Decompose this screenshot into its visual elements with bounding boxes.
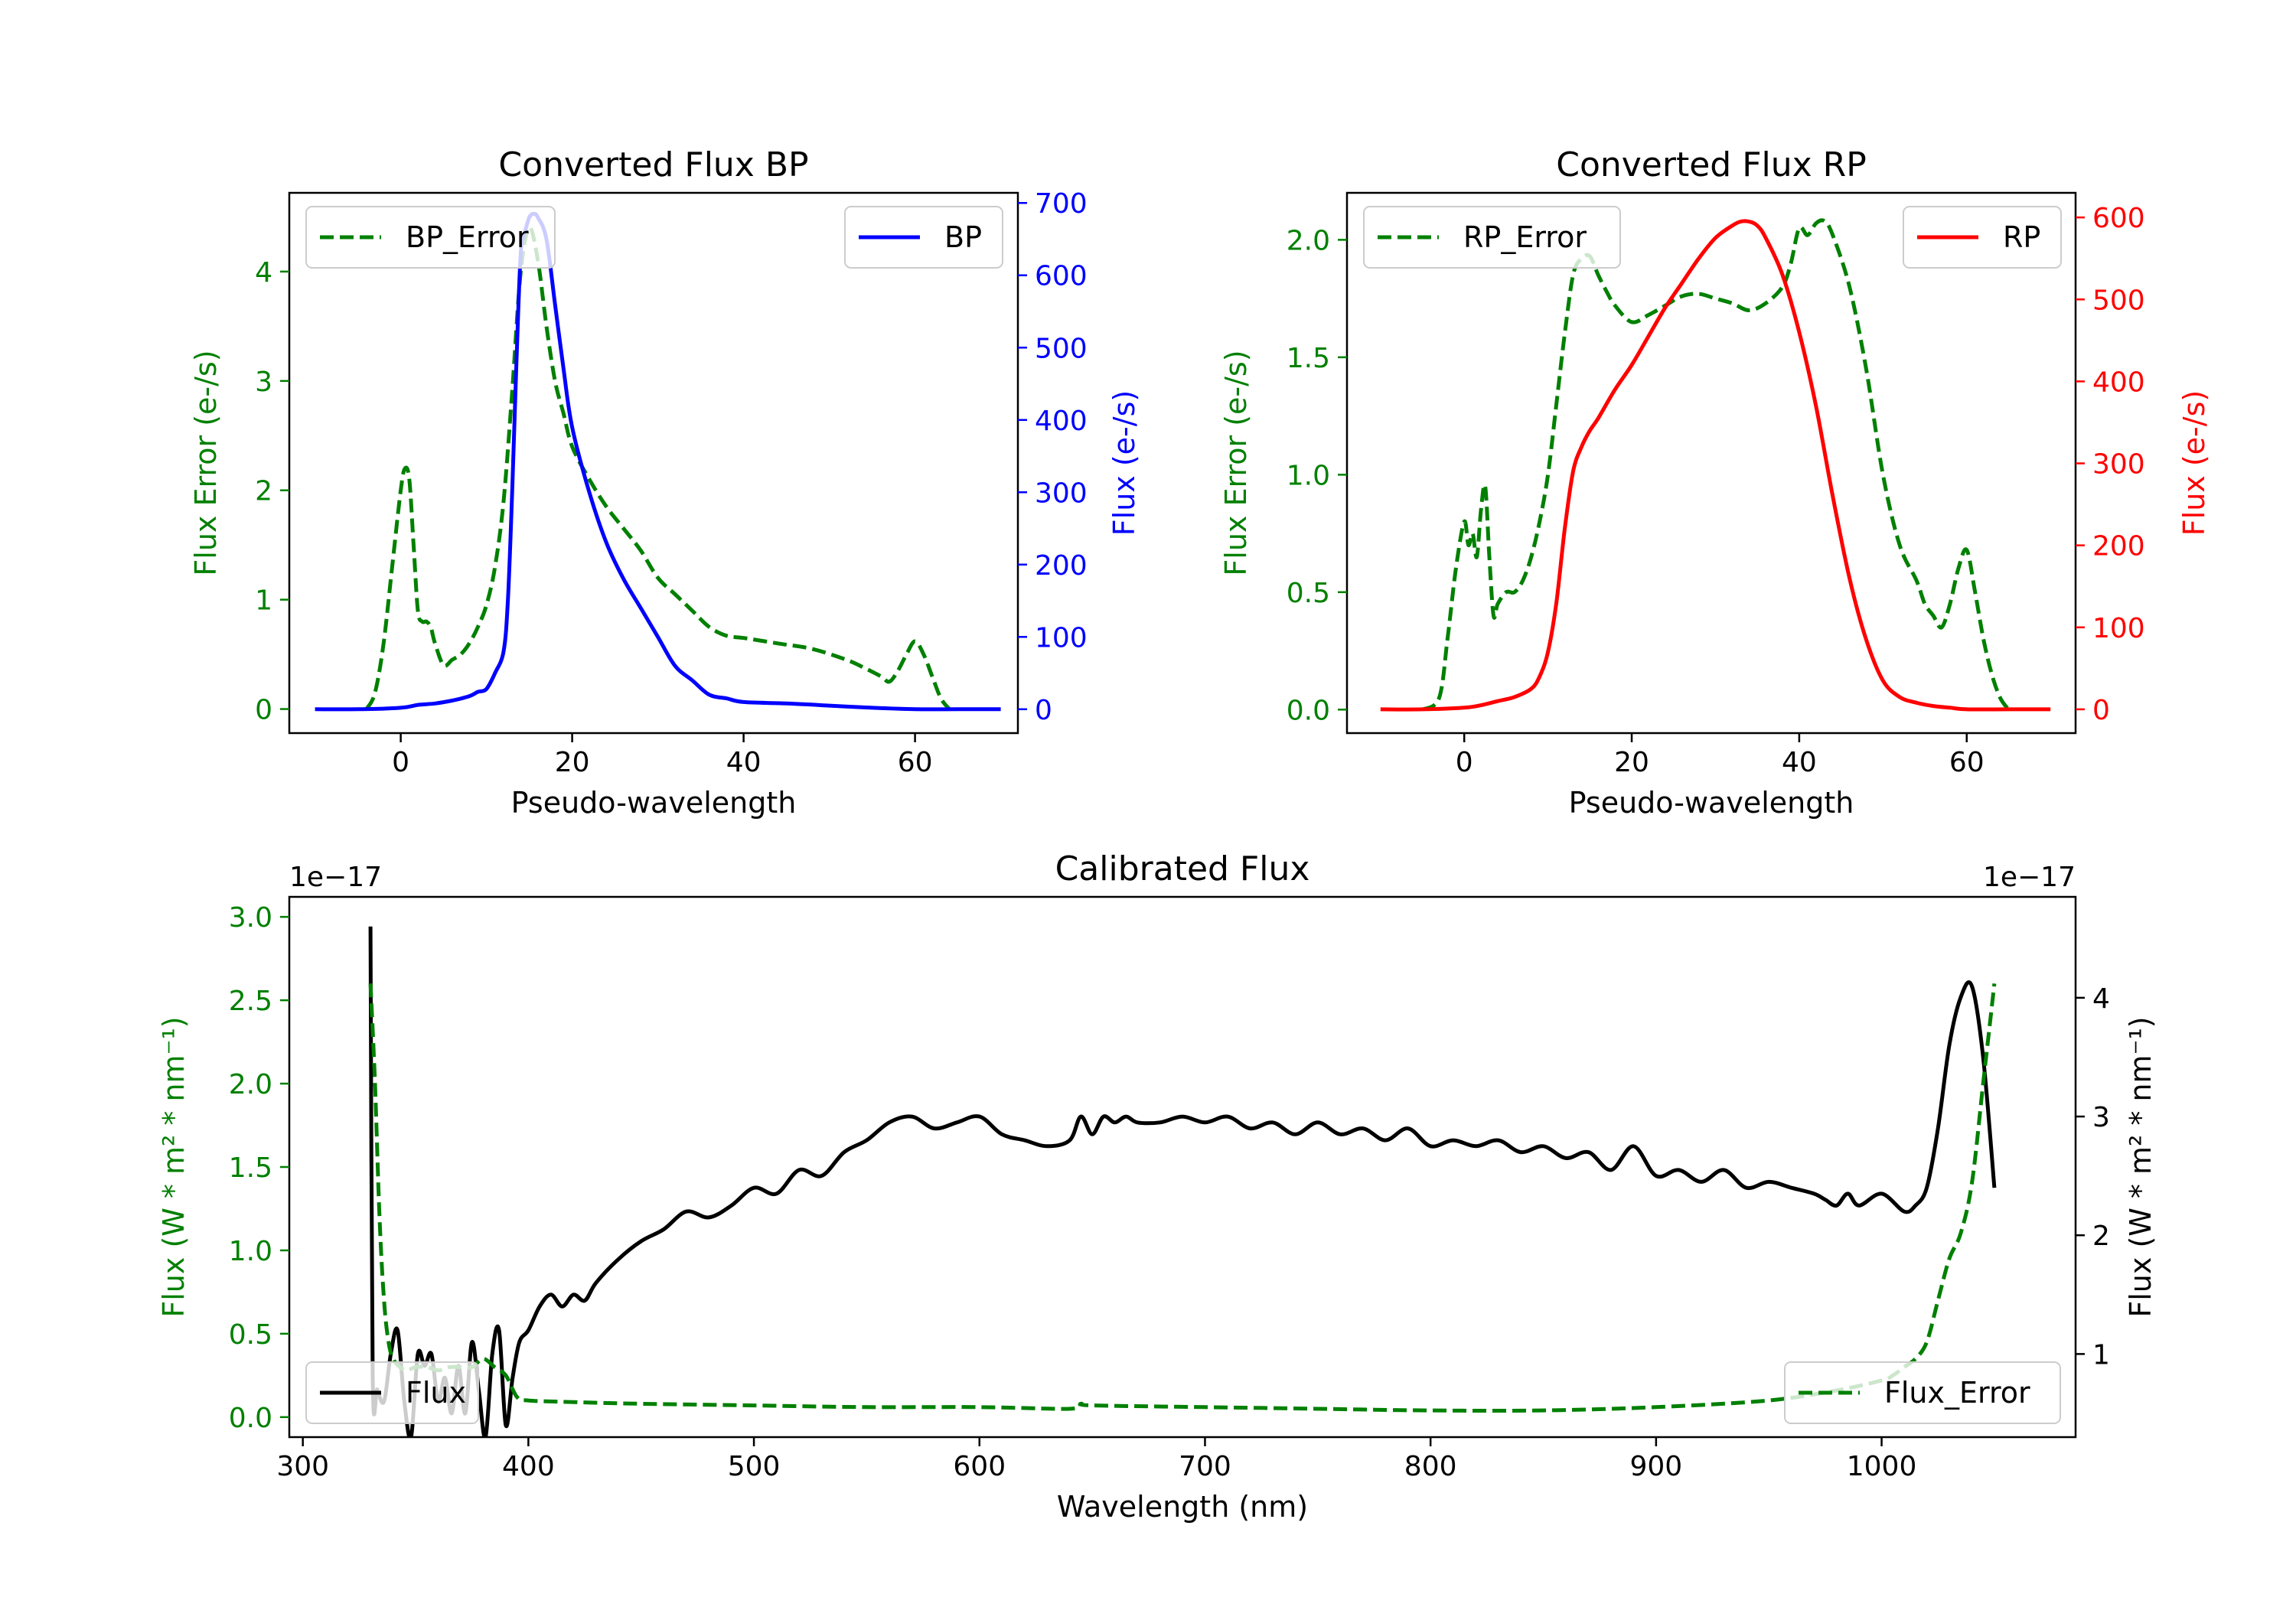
- legend-box: [305, 206, 556, 269]
- y-left-tick-label: 0: [255, 695, 272, 726]
- legend-label: BP_Error: [406, 220, 529, 254]
- legend-box: [1784, 1361, 2061, 1424]
- x-tick-label: 60: [1949, 747, 1985, 778]
- y-left-tick-label: 1.0: [1287, 460, 1330, 491]
- y-right-axis-label: Flux (e-/s): [2177, 390, 2211, 536]
- series-line-bp-error: [364, 226, 951, 711]
- y-right-tick-label: 100: [2092, 613, 2145, 644]
- y-right-axis-label: Flux (e-/s): [1107, 390, 1141, 536]
- y-left-tick-label: 1.0: [229, 1236, 272, 1267]
- chart-title: Converted Flux RP: [1556, 145, 1867, 184]
- x-tick-label: 60: [898, 747, 933, 778]
- y-left-tick-label: 0.0: [1287, 695, 1330, 726]
- y-left-tick-label: 0.5: [1287, 578, 1330, 609]
- chart-3: 300 400 500 600 700 800 900 1000 0.0 0.5 1.0 1.5 2.0…: [157, 849, 2157, 1524]
- y-right-tick-label: 300: [2092, 449, 2145, 481]
- y-left-tick-label: 1.5: [229, 1152, 272, 1184]
- legend-bp: BP: [844, 206, 1003, 269]
- x-tick-label: 900: [1630, 1451, 1683, 1482]
- y-right-tick-label: 200: [2092, 531, 2145, 562]
- y-right-tick-label: 600: [2092, 203, 2145, 234]
- y-left-axis-label: Flux Error (e-/s): [189, 350, 223, 575]
- y-left-tick-label: 3.0: [229, 902, 272, 934]
- legend-label: RP: [2003, 220, 2040, 254]
- y-left-axis-label: Flux (W * m² * nm⁻¹): [157, 1016, 191, 1317]
- y-left-axis-label: Flux Error (e-/s): [1219, 350, 1253, 575]
- y-right-tick-label: 400: [1035, 406, 1088, 437]
- x-axis-label: Wavelength (nm): [1057, 1490, 1308, 1524]
- y-right-tick-label: 0: [1035, 695, 1052, 726]
- y-left-scale-label: 1e−17: [289, 862, 382, 893]
- x-axis-label: Pseudo-wavelength: [511, 786, 797, 820]
- y-right-tick-label: 300: [1035, 478, 1088, 509]
- chart-1: 0 20 40 60012340100200300400500600700Conver…: [189, 145, 1141, 820]
- x-tick-label: 300: [276, 1451, 329, 1482]
- y-left-tick-label: 1: [255, 585, 272, 617]
- x-tick-label: 40: [726, 747, 762, 778]
- x-tick-label: 700: [1179, 1451, 1231, 1482]
- series-group: [1380, 218, 2051, 712]
- legend-flux: Flux: [305, 1361, 479, 1424]
- series-line-rp: [1380, 219, 2051, 712]
- legend-label: RP_Error: [1463, 220, 1587, 254]
- y-left-tick-label: 2: [255, 476, 272, 507]
- y-left-tick-label: 3: [255, 367, 272, 398]
- legend-label: Flux_Error: [1884, 1376, 2030, 1410]
- legend-rp: RP: [1903, 206, 2062, 269]
- legend-bp-error: BP_Error: [305, 206, 556, 269]
- y-right-tick-label: 400: [2092, 367, 2145, 398]
- chart-title: Calibrated Flux: [1055, 849, 1310, 888]
- y-left-tick-label: 4: [255, 257, 272, 288]
- plot-frame: [288, 191, 1019, 735]
- x-tick-label: 40: [1782, 747, 1817, 778]
- y-left-tick-label: 2.0: [229, 1069, 272, 1100]
- x-tick-label: 600: [953, 1451, 1006, 1482]
- x-tick-label: 0: [392, 747, 409, 778]
- x-tick-label: 20: [555, 747, 590, 778]
- y-left-tick-label: 1.5: [1287, 343, 1330, 374]
- legend-box: [1903, 206, 2062, 269]
- x-tick-label: 20: [1614, 747, 1649, 778]
- x-tick-label: 400: [502, 1451, 555, 1482]
- chart-2: 0 20 40 60 0.0 0.5 1.0 1.5 2.0 0 100 200 300 400 500 60…: [1219, 145, 2211, 820]
- y-right-tick-label: 200: [1035, 550, 1088, 582]
- y-left-tick-label: 2.0: [1287, 225, 1330, 256]
- x-axis-label: Pseudo-wavelength: [1569, 786, 1854, 820]
- y-right-tick-label: 600: [1035, 261, 1088, 292]
- y-right-tick-label: 2: [2092, 1221, 2110, 1252]
- y-right-tick-label: 4: [2092, 983, 2110, 1015]
- y-right-axis-label: Flux (W * m² * nm⁻¹): [2124, 1016, 2157, 1317]
- y-right-tick-label: 0: [2092, 695, 2110, 726]
- x-tick-label: 800: [1404, 1451, 1457, 1482]
- y-left-tick-label: 0.5: [229, 1319, 272, 1351]
- legend-box: [305, 1361, 479, 1424]
- chart-title: Converted Flux BP: [498, 145, 808, 184]
- legend-rp-error: RP_Error: [1363, 206, 1621, 269]
- x-tick-label: 500: [728, 1451, 781, 1482]
- x-tick-label: 0: [1456, 747, 1473, 778]
- y-right-tick-label: 500: [1035, 333, 1088, 364]
- legend-box: [1363, 206, 1621, 269]
- y-right-scale-label: 1e−17: [1983, 862, 2076, 893]
- y-left-tick-label: 0.0: [229, 1403, 272, 1434]
- legend-box: [844, 206, 1003, 269]
- y-right-tick-label: 500: [2092, 285, 2145, 316]
- y-left-tick-label: 2.5: [229, 986, 272, 1017]
- legend-flux-error: Flux_Error: [1784, 1361, 2061, 1424]
- y-right-tick-label: 700: [1035, 188, 1088, 220]
- x-tick-label: 1000: [1847, 1451, 1917, 1482]
- y-right-tick-label: 1: [2092, 1339, 2110, 1371]
- legend-label: BP: [944, 220, 982, 254]
- plots: 0 20 40 60012340100200300400500600700Conver…: [157, 145, 2211, 1524]
- legend-label: Flux: [406, 1376, 466, 1410]
- y-right-tick-label: 100: [1035, 622, 1088, 654]
- y-right-tick-label: 3: [2092, 1102, 2110, 1133]
